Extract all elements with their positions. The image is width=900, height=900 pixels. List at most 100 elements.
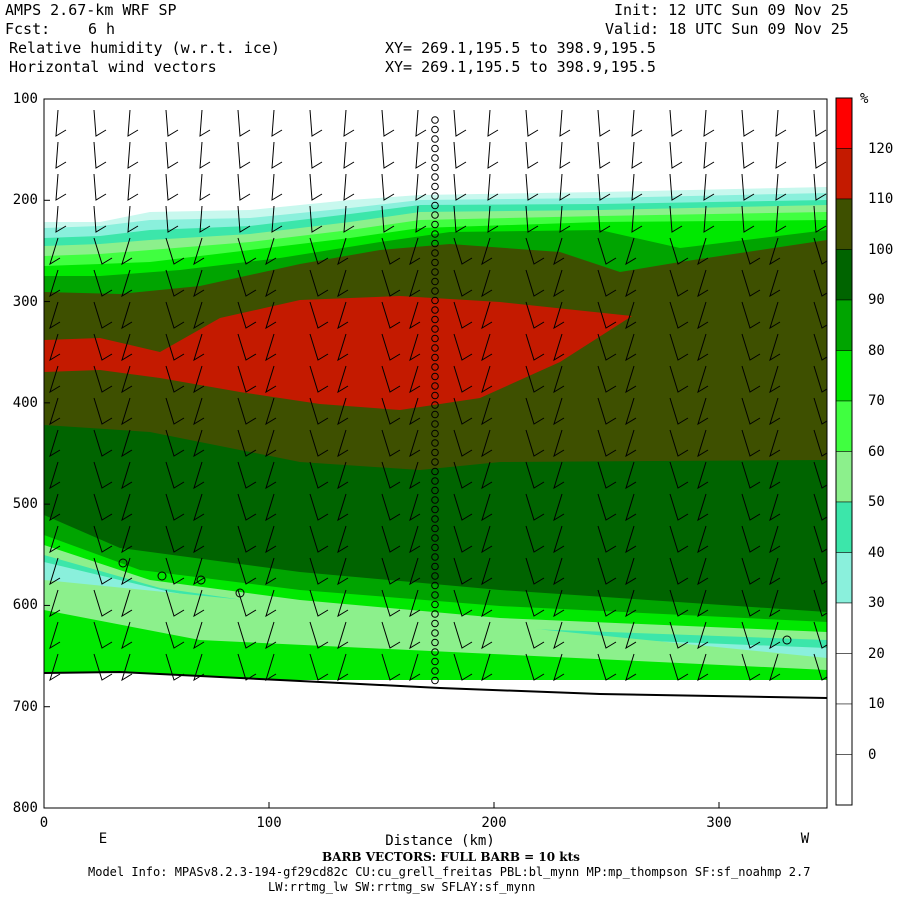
wind-barb	[121, 525, 133, 554]
wind-barb	[271, 109, 283, 137]
calm-marker	[431, 515, 439, 523]
wind-barb	[237, 141, 251, 169]
wind-barb	[381, 397, 401, 425]
wind-barb	[553, 621, 565, 650]
wind-barb	[481, 493, 493, 522]
calm-marker	[431, 220, 439, 229]
wind-barb	[237, 461, 257, 489]
wind-barb	[237, 397, 257, 425]
wind-barb	[237, 205, 251, 233]
colorbar-label: 120	[868, 140, 894, 157]
wind-barb	[631, 205, 643, 233]
calm-marker	[431, 334, 439, 343]
calm-marker	[431, 144, 439, 153]
wind-barb	[453, 173, 467, 201]
wind-barb	[237, 525, 257, 553]
calm-marker	[431, 258, 439, 267]
wind-barb	[381, 109, 395, 137]
x-tick-label: 100	[256, 815, 282, 831]
wind-barb	[697, 461, 709, 490]
model-info: Model Info: MPASv8.2.3-194-gf29cd82c CU:…	[88, 865, 811, 879]
wind-barb	[553, 525, 565, 554]
field2-label: Horizontal wind vectors	[9, 58, 217, 76]
calm-marker	[431, 505, 439, 514]
colorbar-label: 60	[868, 443, 885, 460]
wind-barb	[741, 365, 761, 393]
wind-barb	[165, 237, 185, 265]
wind-barb	[703, 109, 715, 137]
wind-barb	[553, 333, 565, 362]
calm-marker	[431, 287, 439, 295]
model-title: AMPS 2.67-km WRF SP	[5, 1, 177, 19]
colorbar-label: 80	[868, 342, 885, 359]
wind-barb	[193, 237, 205, 266]
wind-barb	[343, 109, 355, 137]
colorbar-label: 50	[868, 494, 885, 510]
wind-barb	[265, 461, 277, 490]
colorbar-segment	[835, 198, 853, 250]
calm-marker	[431, 581, 439, 590]
wind-barb	[525, 333, 545, 361]
wind-barb	[337, 429, 349, 458]
wind-barb	[265, 237, 277, 266]
wind-barb	[381, 429, 401, 457]
wind-barb	[525, 109, 539, 137]
wind-barb	[769, 653, 781, 682]
wind-barb	[49, 365, 61, 394]
wind-barb	[559, 173, 571, 201]
wind-barb	[741, 525, 761, 553]
calm-marker	[431, 344, 439, 352]
wind-barb	[741, 461, 761, 489]
wind-barb	[741, 173, 755, 201]
wind-barb	[193, 397, 205, 426]
wind-barb	[481, 333, 493, 362]
wind-barb	[553, 429, 565, 458]
wind-barb	[453, 621, 473, 649]
wind-barb	[769, 269, 781, 298]
wind-barb	[813, 557, 827, 585]
colorbar-segment	[835, 653, 853, 705]
wind-barb	[93, 589, 113, 617]
calm-marker	[431, 296, 439, 305]
wind-barb	[669, 557, 689, 585]
wind-barb	[625, 301, 637, 330]
wind-barb	[121, 429, 133, 458]
wind-barb	[741, 589, 761, 617]
calm-marker	[157, 571, 167, 581]
wind-barb	[813, 141, 827, 169]
wind-barb	[165, 429, 185, 457]
calm-marker	[431, 410, 439, 419]
wind-barb	[669, 301, 689, 329]
wind-barb	[415, 173, 427, 201]
plot-frame	[43, 98, 828, 809]
wind-barb	[265, 525, 277, 554]
wind-barb	[409, 429, 421, 458]
calm-marker	[431, 553, 439, 561]
wind-barb	[625, 365, 637, 394]
wind-barb	[625, 429, 637, 458]
colorbar-label: 70	[868, 393, 885, 409]
wind-barb	[165, 621, 185, 649]
wind-barb	[697, 653, 709, 682]
wind-barb	[93, 173, 107, 201]
terrain-line	[44, 670, 827, 699]
wind-barb	[553, 461, 565, 490]
calm-marker	[431, 135, 439, 143]
calm-marker	[235, 588, 245, 598]
wind-barb	[93, 429, 113, 457]
wind-barb	[343, 141, 355, 169]
wind-barb	[381, 493, 401, 521]
wind-barb	[481, 557, 493, 586]
wind-barb	[453, 333, 473, 361]
wind-barb	[237, 237, 257, 265]
wind-barb	[813, 109, 827, 137]
wind-barb	[381, 365, 401, 393]
wind-barb	[309, 237, 329, 265]
wind-barb	[415, 141, 427, 169]
wind-barb	[127, 205, 139, 233]
wind-barb	[381, 653, 401, 681]
wind-barb	[597, 301, 617, 329]
wind-barb	[55, 205, 67, 233]
init-time: Init: 12 UTC Sun 09 Nov 25	[614, 1, 849, 19]
wind-barb	[93, 109, 107, 137]
